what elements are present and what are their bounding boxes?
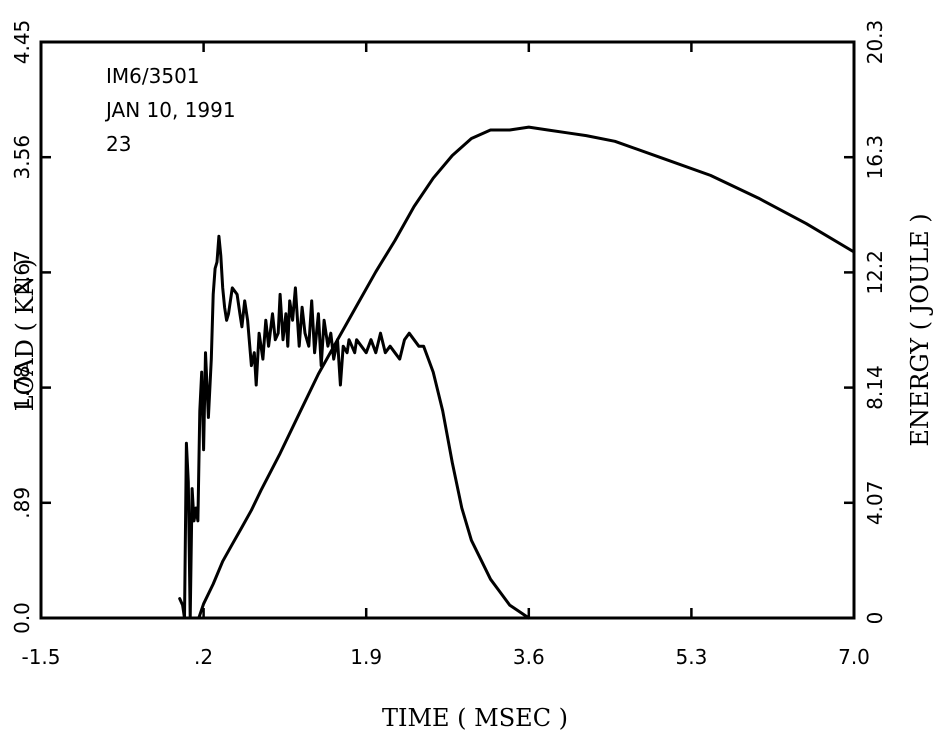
energy-curve	[197, 125, 856, 620]
y-right-tick-label: 4.07	[863, 481, 887, 526]
x-tick-label: 3.6	[513, 645, 545, 669]
y-right-tick-label: 20.3	[863, 20, 887, 65]
annotation-block: IM6/3501 JAN 10, 1991 23	[104, 64, 236, 156]
y-left-tick-label: 0.0	[10, 602, 34, 634]
y-left-tick-label: 4.45	[10, 20, 34, 65]
y-left-axis-title: LOAD ( KN )	[11, 259, 39, 412]
y-right-tick-label: 16.3	[863, 135, 887, 180]
plot-frame	[39, 40, 856, 620]
x-tick-label: -1.5	[21, 645, 60, 669]
y-left-tick-label: .89	[10, 487, 34, 519]
y-right-tick-labels: 0 4.07 8.14 12.2 16.3 20.3	[863, 20, 887, 625]
y-right-tick-label: 12.2	[863, 250, 887, 295]
y-right-tick-label: 8.14	[863, 365, 887, 410]
annotation-specimen: IM6/3501	[106, 64, 200, 88]
x-tick-label: .2	[194, 645, 213, 669]
plot-area-border	[39, 40, 856, 620]
y-left-tick-labels: 0.0 .89 1.78 2.67 3.56 4.45	[10, 20, 34, 634]
load-curve	[178, 234, 531, 620]
y-left-tick-label: 1.78	[10, 365, 34, 410]
x-tick-label: 7.0	[838, 645, 870, 669]
x-axis-title: TIME ( MSEC )	[382, 704, 568, 732]
data-series	[178, 125, 856, 620]
y-right-axis-title: ENERGY ( JOULE )	[906, 213, 934, 446]
y-left-tick-label: 2.67	[10, 250, 34, 295]
x-tick-label: 1.9	[350, 645, 382, 669]
x-tick-labels: -1.5 .2 1.9 3.6 5.3 7.0	[21, 645, 869, 669]
annotation-number: 23	[106, 132, 131, 156]
y-right-tick-label: 0	[863, 612, 887, 625]
y-left-tick-label: 3.56	[10, 135, 34, 180]
annotation-date: JAN 10, 1991	[104, 98, 236, 122]
x-tick-label: 5.3	[675, 645, 707, 669]
tick-marks	[39, 40, 856, 620]
